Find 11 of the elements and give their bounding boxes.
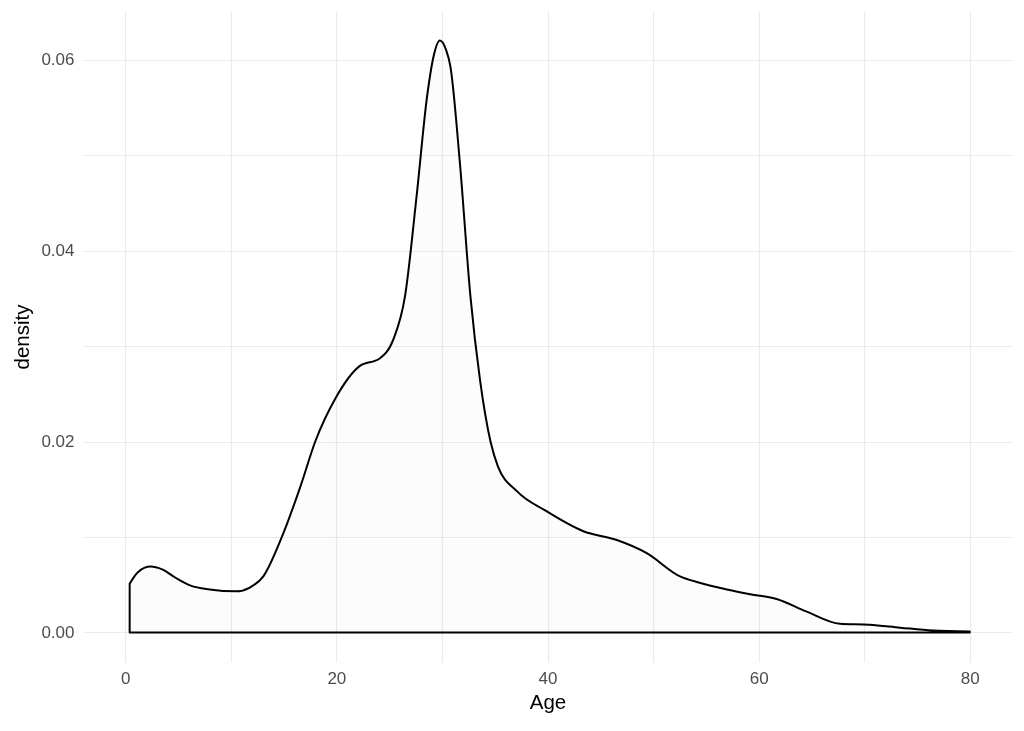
x-tick-label: 40 <box>538 668 558 688</box>
x-tick-label: 60 <box>749 668 769 688</box>
y-tick-label: 0.04 <box>41 241 75 261</box>
x-axis-title: Age <box>529 689 567 713</box>
x-tick-label: 0 <box>120 668 131 688</box>
y-tick-label: 0.02 <box>41 432 75 451</box>
y-axis-title: density <box>10 303 34 370</box>
y-tick-label: 0.00 <box>41 622 75 642</box>
y-tick-label: 0.06 <box>41 50 75 70</box>
x-tick-label: 20 <box>327 668 347 688</box>
x-tick-label: 80 <box>960 668 980 688</box>
